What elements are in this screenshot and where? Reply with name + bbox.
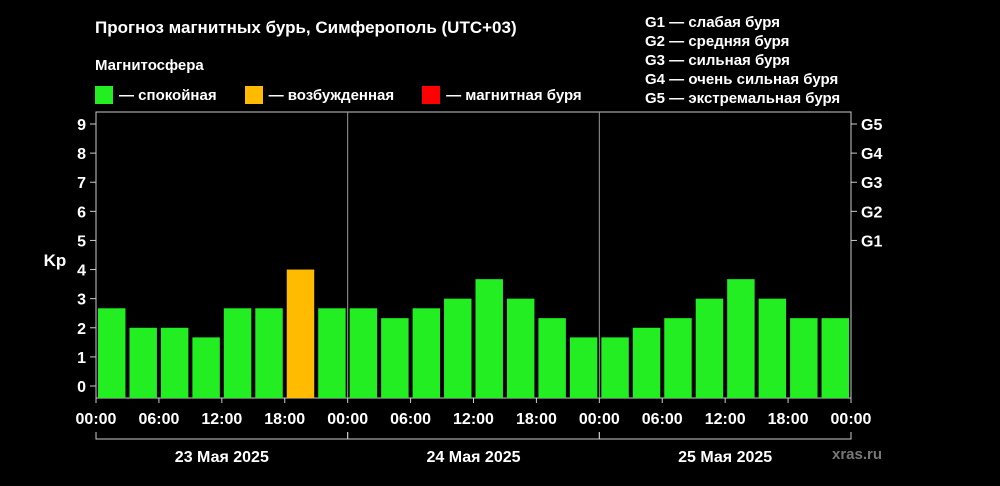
kp-bar [129,327,157,398]
x-tick-label: 18:00 [264,411,305,428]
kp-bar [192,337,220,398]
chart-title: Прогноз магнитных бурь, Симферополь (UTC… [95,18,517,37]
g-level-g2: G2 — средняя буря [645,33,790,50]
kp-bar [286,269,315,398]
x-tick-label: 18:00 [768,411,809,428]
kp-bar [412,308,441,398]
kp-bar [506,298,535,398]
x-tick-label: 12:00 [705,411,746,428]
x-tick-label: 00:00 [76,411,117,428]
kp-bar [821,318,849,398]
kp-bar [538,318,566,398]
legend-swatch-quiet [95,86,113,104]
y-tick-label: 1 [77,350,86,367]
kp-bar [318,308,346,398]
y-tick-label: 9 [77,117,86,134]
x-tick-label: 00:00 [327,411,368,428]
chart-subtitle: Магнитосфера [95,57,204,74]
legend-item-active: — возбужденная [244,86,395,104]
y-tick-label: 2 [77,321,86,338]
kp-bar [255,308,283,398]
y-tick-label: 0 [77,379,86,396]
legend: — спокойная — возбужденная — магнитная б… [95,86,610,104]
x-tick-label: 12:00 [201,411,242,428]
watermark: xras.ru [832,446,883,463]
g-tick-label: G5 [861,117,882,134]
kp-bar [569,337,598,398]
day-bracket [598,432,852,440]
g-level-g3: G3 — сильная буря [645,52,790,69]
kp-bar [632,327,661,398]
g-tick-label: G4 [861,146,882,163]
kp-bar [444,298,472,398]
x-tick-label: 18:00 [516,411,557,428]
day-label: 24 Мая 2025 [426,449,520,466]
y-tick-label: 7 [77,175,86,192]
x-tick-label: 06:00 [390,411,431,428]
kp-bar [98,308,126,398]
y-tick-label: 5 [77,233,86,250]
kp-bar [223,308,252,398]
g-level-g1: G1 — слабая буря [645,14,781,31]
y-tick-label: 6 [77,204,86,221]
y-tick-label: 3 [77,292,86,309]
legend-item-storm: — магнитная буря [422,86,582,104]
g-level-g4: G4 — очень сильная буря [645,71,839,88]
legend-label-storm: — магнитная буря [446,86,582,104]
kp-bar [160,327,189,398]
x-tick-label: 00:00 [579,411,620,428]
day-bracket [347,432,600,440]
legend-item-quiet: — спокойная [95,86,217,104]
kp-bar [664,318,692,398]
g-level-g5: G5 — экстремальная буря [645,90,841,107]
kp-bar [695,298,724,398]
x-tick-label: 06:00 [138,411,179,428]
day-bracket [95,432,349,440]
day-label: 23 Мая 2025 [175,449,269,466]
kp-bar [727,279,755,398]
legend-swatch-active [244,86,263,104]
kp-bar [381,318,409,398]
legend-label-active: — возбужденная [268,86,395,104]
g-levels-legend: G1 — слабая буря G2 — средняя буря G3 — … [645,13,840,108]
legend-label-quiet: — спокойная [119,86,217,104]
x-tick-label: 12:00 [453,411,494,428]
kp-bar [758,298,787,398]
kp-bar [790,318,818,398]
y-axis-label: Kp [44,251,67,270]
g-tick-label: G2 [861,204,882,221]
day-label: 25 Мая 2025 [678,449,772,466]
kp-bar [475,279,503,398]
g-tick-label: G3 [861,175,882,192]
y-tick-label: 4 [77,263,86,280]
kp-bar [601,337,629,398]
y-tick-label: 8 [77,146,86,163]
x-tick-label: 06:00 [642,411,683,428]
kp-bar [349,308,378,398]
legend-swatch-storm [422,86,441,104]
g-tick-label: G1 [861,233,882,250]
x-tick-label: 00:00 [831,411,872,428]
